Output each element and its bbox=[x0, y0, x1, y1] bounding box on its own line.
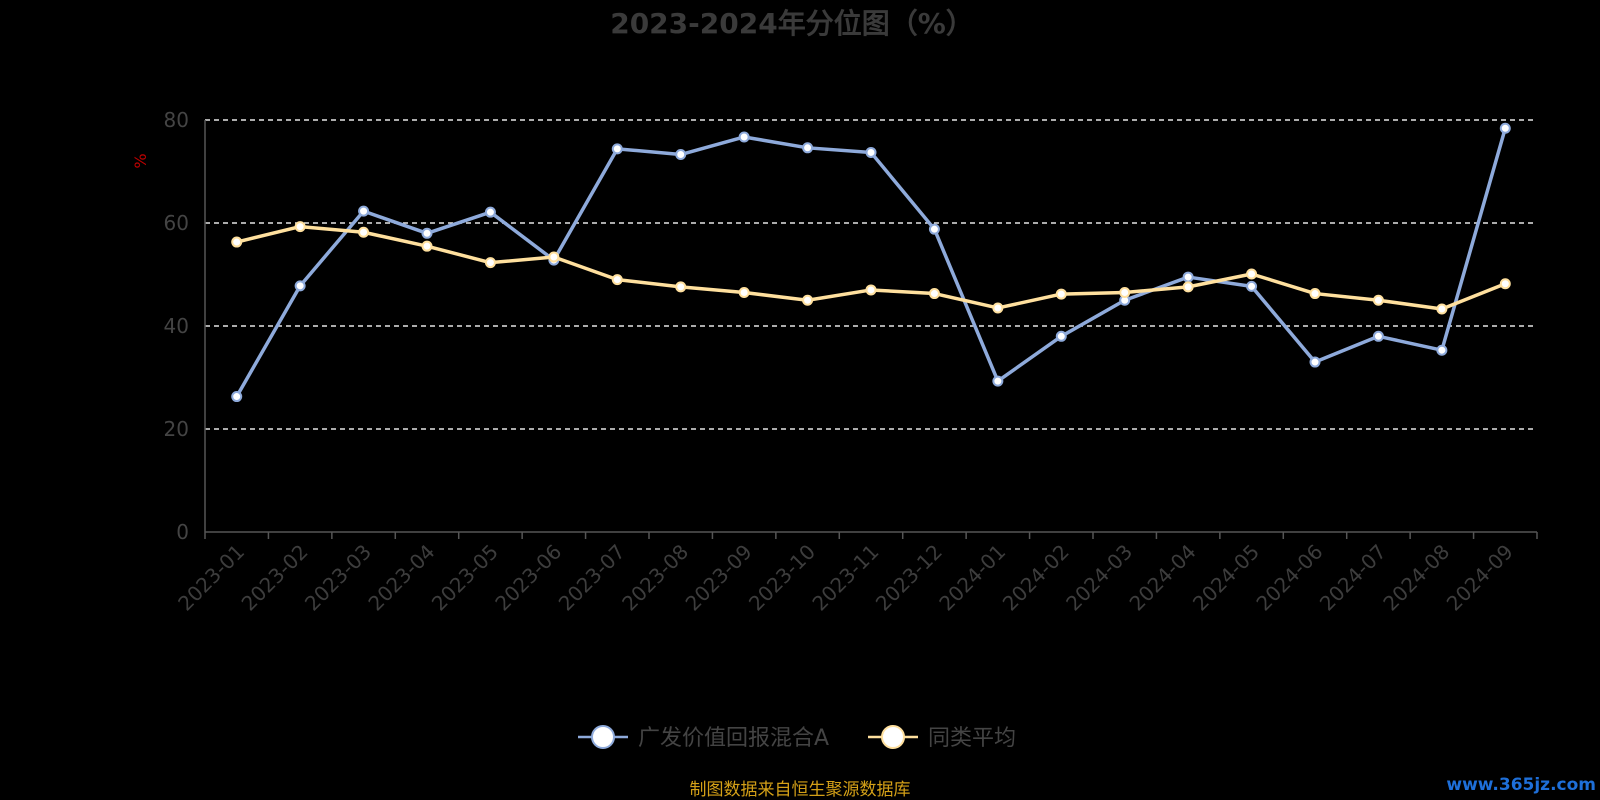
data-point[interactable] bbox=[1055, 330, 1067, 342]
data-point[interactable] bbox=[1372, 294, 1384, 306]
data-point[interactable] bbox=[1372, 330, 1384, 342]
data-point[interactable] bbox=[675, 281, 687, 293]
x-tick-label: 2023-05 bbox=[427, 540, 503, 616]
data-point[interactable] bbox=[992, 375, 1004, 387]
x-tick-label: 2024-04 bbox=[1125, 540, 1201, 616]
data-point[interactable] bbox=[421, 227, 433, 239]
data-point[interactable] bbox=[484, 257, 496, 269]
data-point[interactable] bbox=[358, 205, 370, 217]
legend-item-1[interactable]: 同类平均 bbox=[868, 725, 1016, 751]
x-tick-label: 2024-02 bbox=[998, 540, 1074, 616]
x-tick-label: 2023-12 bbox=[871, 540, 947, 616]
chart-title: 2023-2024年分位图（%） bbox=[610, 7, 974, 40]
axes: 0204060802023-012023-022023-032023-04202… bbox=[164, 108, 1538, 616]
data-point[interactable] bbox=[1182, 271, 1194, 283]
x-tick-label: 2023-08 bbox=[617, 540, 693, 616]
legend-item-0[interactable]: 广发价值回报混合A bbox=[578, 725, 829, 751]
data-source-note: 制图数据来自恒生聚源数据库 bbox=[690, 780, 911, 800]
data-point[interactable] bbox=[548, 251, 560, 263]
x-tick-label: 2023-04 bbox=[363, 540, 439, 616]
x-tick-label: 2024-07 bbox=[1315, 540, 1391, 616]
data-point[interactable] bbox=[992, 302, 1004, 314]
x-tick-label: 2024-09 bbox=[1442, 540, 1518, 616]
y-axis-label: % bbox=[131, 153, 150, 168]
data-point[interactable] bbox=[294, 280, 306, 292]
series-lines bbox=[231, 122, 1511, 403]
y-tick-label: 60 bbox=[164, 211, 189, 235]
data-point[interactable] bbox=[611, 274, 623, 286]
data-point[interactable] bbox=[1246, 280, 1258, 292]
data-point[interactable] bbox=[738, 287, 750, 299]
y-tick-label: 80 bbox=[164, 108, 189, 132]
data-point[interactable] bbox=[611, 143, 623, 155]
data-point[interactable] bbox=[865, 284, 877, 296]
data-point[interactable] bbox=[1182, 281, 1194, 293]
x-tick-label: 2024-06 bbox=[1251, 540, 1327, 616]
data-point[interactable] bbox=[1499, 278, 1511, 290]
data-point[interactable] bbox=[865, 146, 877, 158]
data-point[interactable] bbox=[802, 294, 814, 306]
y-tick-label: 0 bbox=[176, 520, 189, 544]
data-point[interactable] bbox=[231, 391, 243, 403]
data-point[interactable] bbox=[1055, 288, 1067, 300]
x-tick-label: 2023-09 bbox=[681, 540, 757, 616]
legend[interactable]: 广发价值回报混合A 同类平均 bbox=[578, 725, 1016, 751]
x-tick-label: 2023-01 bbox=[173, 540, 249, 616]
data-point[interactable] bbox=[928, 223, 940, 235]
data-point[interactable] bbox=[1119, 287, 1131, 299]
data-point[interactable] bbox=[484, 206, 496, 218]
data-point[interactable] bbox=[1499, 122, 1511, 134]
data-point[interactable] bbox=[231, 236, 243, 248]
legend-label: 广发价值回报混合A bbox=[638, 726, 829, 751]
watermark: www.365jz.com bbox=[1446, 775, 1596, 795]
x-tick-label: 2024-03 bbox=[1061, 540, 1137, 616]
x-tick-label: 2024-05 bbox=[1188, 540, 1264, 616]
series-1 bbox=[231, 221, 1511, 315]
gridlines bbox=[205, 119, 1537, 430]
legend-label: 同类平均 bbox=[928, 726, 1016, 751]
x-tick-label: 2024-08 bbox=[1378, 540, 1454, 616]
y-tick-label: 20 bbox=[164, 417, 189, 441]
x-tick-label: 2023-02 bbox=[237, 540, 313, 616]
x-tick-label: 2024-01 bbox=[934, 540, 1010, 616]
data-point[interactable] bbox=[294, 221, 306, 233]
series-line-0 bbox=[234, 126, 1508, 399]
legend-marker-icon bbox=[591, 725, 615, 749]
data-point[interactable] bbox=[1309, 356, 1321, 368]
x-tick-label: 2023-07 bbox=[554, 540, 630, 616]
data-point[interactable] bbox=[928, 288, 940, 300]
x-tick-label: 2023-11 bbox=[807, 540, 883, 616]
legend-marker-icon bbox=[881, 725, 905, 749]
data-point[interactable] bbox=[358, 226, 370, 238]
data-point[interactable] bbox=[1436, 344, 1448, 356]
series-0 bbox=[231, 122, 1511, 403]
data-point[interactable] bbox=[1246, 268, 1258, 280]
y-tick-label: 40 bbox=[164, 314, 189, 338]
x-tick-label: 2023-06 bbox=[490, 540, 566, 616]
data-point[interactable] bbox=[421, 240, 433, 252]
x-tick-label: 2023-03 bbox=[300, 540, 376, 616]
data-point[interactable] bbox=[738, 131, 750, 143]
data-point[interactable] bbox=[802, 142, 814, 154]
data-point[interactable] bbox=[675, 149, 687, 161]
data-point[interactable] bbox=[1309, 288, 1321, 300]
data-point[interactable] bbox=[1436, 303, 1448, 315]
x-tick-label: 2023-10 bbox=[744, 540, 820, 616]
